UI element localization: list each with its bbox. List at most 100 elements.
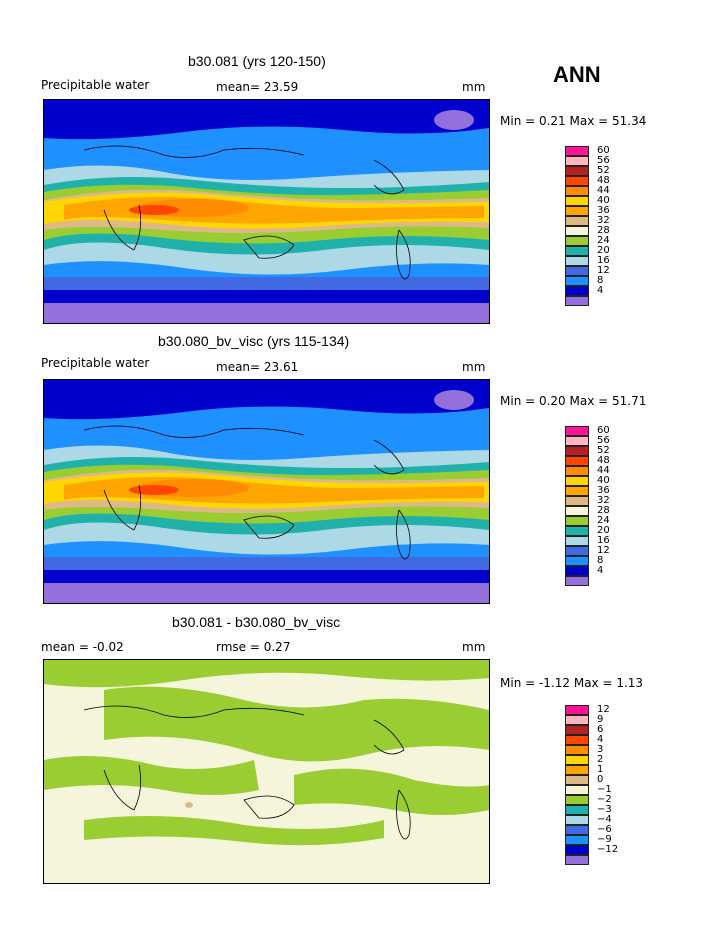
legend3-label-m3: −3: [597, 804, 612, 815]
legend3-box-m1: [565, 785, 589, 795]
panel2-map: [43, 379, 490, 604]
legend3-label-9: 9: [597, 714, 604, 725]
legend2-box-36: [565, 486, 589, 496]
legend1-label-48: 48: [597, 175, 610, 186]
legend3-box-lowest: [565, 855, 589, 865]
season-label: ANN: [553, 62, 601, 87]
legend3-label-m12: −12: [597, 844, 619, 855]
legend1-label-32: 32: [597, 215, 610, 226]
legend3-label-4: 4: [597, 734, 604, 745]
panel3-units: mm: [462, 640, 486, 654]
legend1-box-56: [565, 156, 589, 166]
legend1-label-8: 8: [597, 275, 604, 286]
legend1-box-60: [565, 146, 589, 156]
legend1-box-40: [565, 196, 589, 206]
legend3-box-m2: [565, 795, 589, 805]
legend3-box-6: [565, 725, 589, 735]
legend1-label-40: 40: [597, 195, 610, 206]
legend3-box-m4: [565, 815, 589, 825]
legend3-label-6: 6: [597, 724, 604, 735]
legend1-box-44: [565, 186, 589, 196]
legend1-box-4: [565, 286, 589, 296]
legend2-label-32: 32: [597, 495, 610, 506]
legend1-label-12: 12: [597, 265, 610, 276]
legend2-box-8: [565, 556, 589, 566]
legend1-label-24: 24: [597, 235, 610, 246]
legend1-box-24: [565, 236, 589, 246]
legend3-box-4: [565, 735, 589, 745]
legend2-label-44: 44: [597, 465, 610, 476]
legend2-box-12: [565, 546, 589, 556]
panel3-map: [43, 659, 490, 884]
legend1-box-lowest: [565, 296, 589, 306]
legend1-label-4: 4: [597, 285, 604, 296]
legend2-label-36: 36: [597, 485, 610, 496]
legend3-box-m12: [565, 845, 589, 855]
legend2-label-52: 52: [597, 445, 610, 456]
legend2-label-60: 60: [597, 425, 610, 436]
legend3-box-m3: [565, 805, 589, 815]
panel1-map: [43, 99, 490, 324]
panel1-units: mm: [462, 80, 486, 94]
legend2-box-60: [565, 426, 589, 436]
legend3-box-3: [565, 745, 589, 755]
legend3-box-1: [565, 765, 589, 775]
legend2-box-lowest: [565, 576, 589, 586]
legend3-label-m6: −6: [597, 824, 612, 835]
legend3-label-3: 3: [597, 744, 604, 755]
legend3-box-2: [565, 755, 589, 765]
panel3-map-svg: [44, 660, 489, 883]
legend1-label-60: 60: [597, 145, 610, 156]
legend1-box-20: [565, 246, 589, 256]
panel2-mean-label: mean= 23.61: [216, 360, 299, 374]
panel1-title: b30.081 (yrs 120-150): [188, 53, 326, 69]
legend3-label-0: 0: [597, 774, 604, 785]
panel2-variable-label: Precipitable water: [41, 356, 150, 370]
legend2-box-48: [565, 456, 589, 466]
legend1-label-36: 36: [597, 205, 610, 216]
legend1-label-28: 28: [597, 225, 610, 236]
legend1-label-16: 16: [597, 255, 610, 266]
legend2-box-4: [565, 566, 589, 576]
legend1-box-48: [565, 176, 589, 186]
legend2-box-16: [565, 536, 589, 546]
legend2-box-24: [565, 516, 589, 526]
legend1-box-32: [565, 216, 589, 226]
legend3-box-0: [565, 775, 589, 785]
panel3-minmax: Min = -1.12 Max = 1.13: [500, 676, 644, 690]
legend2-label-12: 12: [597, 545, 610, 556]
panel3-mean-label: mean = -0.02: [41, 640, 124, 654]
panel2-minmax: Min = 0.20 Max = 51.71: [500, 394, 647, 408]
panel2-map-svg: [44, 380, 489, 603]
legend2-box-20: [565, 526, 589, 536]
legend3-box-9: [565, 715, 589, 725]
legend2-label-16: 16: [597, 535, 610, 546]
legend2-label-4: 4: [597, 565, 604, 576]
legend3-label-m4: −4: [597, 814, 612, 825]
legend3-label-1: 1: [597, 764, 604, 775]
panel1-mean-label: mean= 23.59: [216, 80, 299, 94]
legend1-box-28: [565, 226, 589, 236]
legend1-label-52: 52: [597, 165, 610, 176]
panel1-variable-label: Precipitable water: [41, 78, 150, 92]
legend2-label-40: 40: [597, 475, 610, 486]
legend2-label-24: 24: [597, 515, 610, 526]
legend2-label-56: 56: [597, 435, 610, 446]
legend3-box-12: [565, 705, 589, 715]
legend1-box-12: [565, 266, 589, 276]
legend3-label-m1: −1: [597, 784, 612, 795]
legend3-label-m2: −2: [597, 794, 612, 805]
panel1-map-svg: [44, 100, 489, 323]
panel3-rmse-label: rmse = 0.27: [216, 640, 291, 654]
legend1-label-20: 20: [597, 245, 610, 256]
legend1-box-52: [565, 166, 589, 176]
legend1-box-8: [565, 276, 589, 286]
legend2-label-20: 20: [597, 525, 610, 536]
legend3-label-m9: −9: [597, 834, 612, 845]
panel2-units: mm: [462, 360, 486, 374]
legend1-label-44: 44: [597, 185, 610, 196]
legend2-box-44: [565, 466, 589, 476]
panel3-title: b30.081 - b30.080_bv_visc: [172, 614, 341, 630]
legend2-box-40: [565, 476, 589, 486]
legend3-box-m6: [565, 825, 589, 835]
